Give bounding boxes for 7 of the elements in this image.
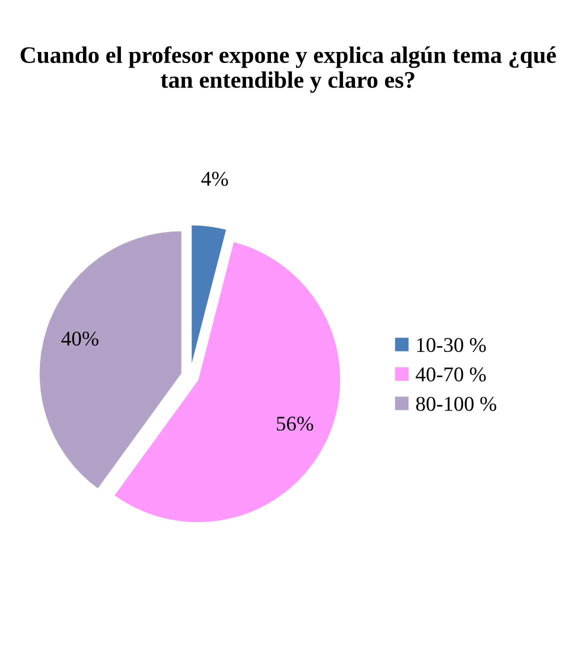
legend-label: 80-100 % — [416, 396, 496, 411]
chart-title: Cuando el profesor expone y explica algún tema ¿qué tan entendible y claro es? — [20, 46, 556, 93]
legend-label: 40-70 % — [416, 367, 486, 382]
data-label: 40% — [61, 332, 98, 346]
data-label: 56% — [276, 416, 314, 431]
legend-label: 10-30 % — [417, 338, 486, 352]
data-label: 4% — [201, 172, 228, 186]
